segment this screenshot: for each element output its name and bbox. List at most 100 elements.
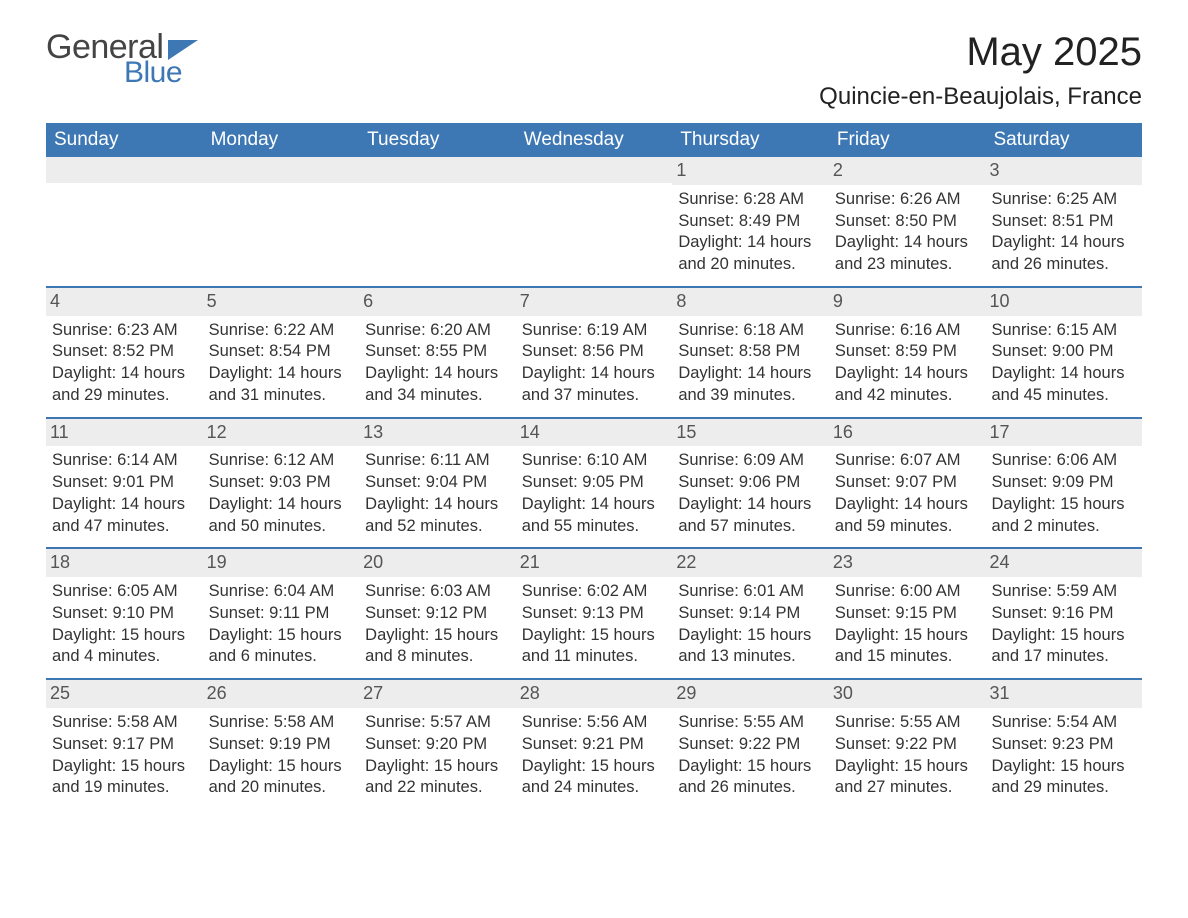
dow-tuesday: Tuesday [359, 123, 516, 157]
day-number: 24 [985, 549, 1142, 577]
day-body: Sunrise: 5:59 AMSunset: 9:16 PMDaylight:… [991, 581, 1136, 668]
daylight-text: Daylight: 15 hours and 8 minutes. [365, 625, 510, 669]
sunrise-text: Sunrise: 6:15 AM [991, 320, 1136, 342]
daylight-text: Daylight: 14 hours and 59 minutes. [835, 494, 980, 538]
day-number: 13 [359, 419, 516, 447]
daylight-text: Daylight: 15 hours and 6 minutes. [209, 625, 354, 669]
day-number: 16 [829, 419, 986, 447]
sunrise-text: Sunrise: 5:59 AM [991, 581, 1136, 603]
daylight-text: Daylight: 14 hours and 23 minutes. [835, 232, 980, 276]
day-number: 19 [203, 549, 360, 577]
day-number: 15 [672, 419, 829, 447]
sunrise-text: Sunrise: 6:28 AM [678, 189, 823, 211]
daylight-text: Daylight: 14 hours and 29 minutes. [52, 363, 197, 407]
daylight-text: Daylight: 15 hours and 26 minutes. [678, 756, 823, 800]
sunset-text: Sunset: 9:09 PM [991, 472, 1136, 494]
day-number: 6 [359, 288, 516, 316]
day-number: 28 [516, 680, 673, 708]
dow-wednesday: Wednesday [516, 123, 673, 157]
sunrise-text: Sunrise: 6:14 AM [52, 450, 197, 472]
sunset-text: Sunset: 9:14 PM [678, 603, 823, 625]
daylight-text: Daylight: 14 hours and 52 minutes. [365, 494, 510, 538]
sunrise-text: Sunrise: 6:25 AM [991, 189, 1136, 211]
sunset-text: Sunset: 8:55 PM [365, 341, 510, 363]
day-number [46, 157, 203, 183]
calendar-day: 27 Sunrise: 5:57 AMSunset: 9:20 PMDayligh… [359, 680, 516, 809]
calendar-day: 30Sunrise: 5:55 AMSunset: 9:22 PMDayligh… [829, 680, 986, 809]
day-number: 26 [203, 680, 360, 708]
day-body: Sunrise: 6:25 AMSunset: 8:51 PMDaylight:… [991, 189, 1136, 276]
sunset-text: Sunset: 8:59 PM [835, 341, 980, 363]
sunset-text: Sunset: 9:15 PM [835, 603, 980, 625]
calendar-day: 15Sunrise: 6:09 AMSunset: 9:06 PMDayligh… [672, 419, 829, 548]
calendar-day [46, 157, 203, 286]
day-body: Sunrise: 6:11 AMSunset: 9:04 PMDaylight:… [365, 450, 510, 537]
calendar-day: 11Sunrise: 6:14 AMSunset: 9:01 PMDayligh… [46, 419, 203, 548]
dow-monday: Monday [203, 123, 360, 157]
calendar-day: 21Sunrise: 6:02 AMSunset: 9:13 PMDayligh… [516, 549, 673, 678]
day-body: Sunrise: 6:18 AMSunset: 8:58 PMDaylight:… [678, 320, 823, 407]
daylight-text: Daylight: 14 hours and 26 minutes. [991, 232, 1136, 276]
day-body: Sunrise: 6:03 AMSunset: 9:12 PMDaylight:… [365, 581, 510, 668]
day-body: Sunrise: 6:19 AMSunset: 8:56 PMDaylight:… [522, 320, 667, 407]
calendar-day: 3Sunrise: 6:25 AMSunset: 8:51 PMDaylight… [985, 157, 1142, 286]
week-row: 1Sunrise: 6:28 AMSunset: 8:49 PMDaylight… [46, 157, 1142, 286]
sunset-text: Sunset: 9:20 PM [365, 734, 510, 756]
day-body: Sunrise: 6:06 AMSunset: 9:09 PMDaylight:… [991, 450, 1136, 537]
calendar-day [516, 157, 673, 286]
day-number: 10 [985, 288, 1142, 316]
calendar-day: 22Sunrise: 6:01 AMSunset: 9:14 PMDayligh… [672, 549, 829, 678]
sunrise-text: Sunrise: 6:00 AM [835, 581, 980, 603]
calendar-day: 9Sunrise: 6:16 AMSunset: 8:59 PMDaylight… [829, 288, 986, 417]
sunrise-text: Sunrise: 6:06 AM [991, 450, 1136, 472]
sunset-text: Sunset: 9:03 PM [209, 472, 354, 494]
day-body: Sunrise: 6:23 AMSunset: 8:52 PMDaylight:… [52, 320, 197, 407]
dow-sunday: Sunday [46, 123, 203, 157]
sunrise-text: Sunrise: 6:20 AM [365, 320, 510, 342]
sunset-text: Sunset: 8:51 PM [991, 211, 1136, 233]
week-row: 18Sunrise: 6:05 AMSunset: 9:10 PMDayligh… [46, 547, 1142, 678]
daylight-text: Daylight: 14 hours and 47 minutes. [52, 494, 197, 538]
sunset-text: Sunset: 9:11 PM [209, 603, 354, 625]
day-number: 5 [203, 288, 360, 316]
calendar-day: 12Sunrise: 6:12 AMSunset: 9:03 PMDayligh… [203, 419, 360, 548]
calendar-day: 20Sunrise: 6:03 AMSunset: 9:12 PMDayligh… [359, 549, 516, 678]
daylight-text: Daylight: 15 hours and 4 minutes. [52, 625, 197, 669]
day-body: Sunrise: 5:57 AMSunset: 9:20 PMDaylight:… [365, 712, 510, 799]
day-body: Sunrise: 6:00 AMSunset: 9:15 PMDaylight:… [835, 581, 980, 668]
sunrise-text: Sunrise: 6:02 AM [522, 581, 667, 603]
sunset-text: Sunset: 9:04 PM [365, 472, 510, 494]
daylight-text: Daylight: 15 hours and 13 minutes. [678, 625, 823, 669]
day-number: 18 [46, 549, 203, 577]
sunset-text: Sunset: 9:19 PM [209, 734, 354, 756]
sunrise-text: Sunrise: 5:54 AM [991, 712, 1136, 734]
calendar-day: 29Sunrise: 5:55 AMSunset: 9:22 PMDayligh… [672, 680, 829, 809]
day-body: Sunrise: 6:12 AMSunset: 9:03 PMDaylight:… [209, 450, 354, 537]
sunset-text: Sunset: 9:17 PM [52, 734, 197, 756]
sunset-text: Sunset: 9:10 PM [52, 603, 197, 625]
daylight-text: Daylight: 14 hours and 34 minutes. [365, 363, 510, 407]
dow-saturday: Saturday [985, 123, 1142, 157]
day-body: Sunrise: 6:15 AMSunset: 9:00 PMDaylight:… [991, 320, 1136, 407]
day-number: 27 [359, 680, 516, 708]
dow-thursday: Thursday [672, 123, 829, 157]
calendar-day: 7Sunrise: 6:19 AMSunset: 8:56 PMDaylight… [516, 288, 673, 417]
daylight-text: Daylight: 14 hours and 42 minutes. [835, 363, 980, 407]
daylight-text: Daylight: 15 hours and 11 minutes. [522, 625, 667, 669]
logo: General Blue [46, 30, 198, 88]
day-body: Sunrise: 6:26 AMSunset: 8:50 PMDaylight:… [835, 189, 980, 276]
day-body: Sunrise: 5:55 AMSunset: 9:22 PMDaylight:… [678, 712, 823, 799]
sunrise-text: Sunrise: 5:56 AM [522, 712, 667, 734]
day-body: Sunrise: 6:02 AMSunset: 9:13 PMDaylight:… [522, 581, 667, 668]
sunrise-text: Sunrise: 6:11 AM [365, 450, 510, 472]
day-number [359, 157, 516, 183]
sunset-text: Sunset: 9:23 PM [991, 734, 1136, 756]
sunset-text: Sunset: 8:58 PM [678, 341, 823, 363]
sunrise-text: Sunrise: 6:03 AM [365, 581, 510, 603]
daylight-text: Daylight: 15 hours and 17 minutes. [991, 625, 1136, 669]
sunrise-text: Sunrise: 5:55 AM [835, 712, 980, 734]
sunrise-text: Sunrise: 6:05 AM [52, 581, 197, 603]
calendar: Sunday Monday Tuesday Wednesday Thursday… [46, 123, 1142, 809]
daylight-text: Daylight: 15 hours and 22 minutes. [365, 756, 510, 800]
sunrise-text: Sunrise: 6:01 AM [678, 581, 823, 603]
